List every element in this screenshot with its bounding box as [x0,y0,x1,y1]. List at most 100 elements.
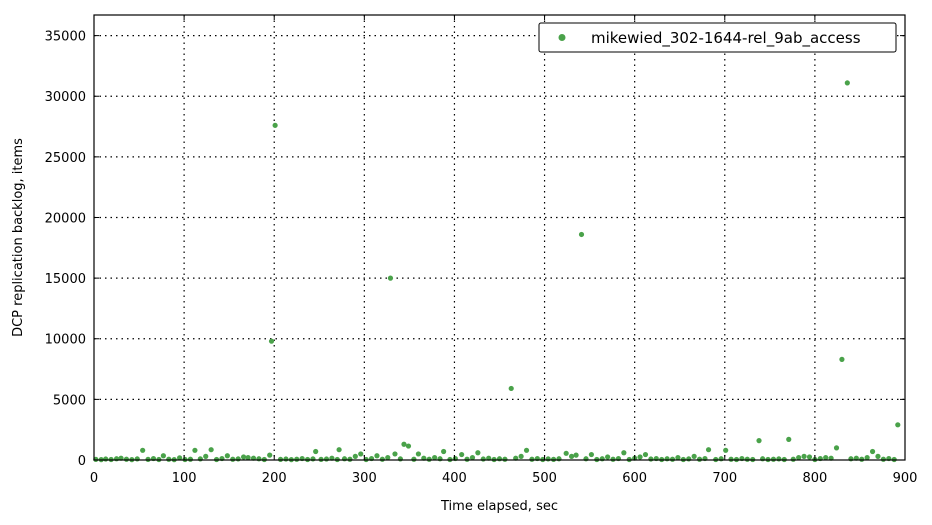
data-points [93,80,901,463]
x-tick-label: 700 [712,471,737,486]
data-point [833,445,840,451]
data-point [573,452,579,458]
data-point [437,456,443,462]
data-point [379,456,385,462]
data-point [160,453,166,459]
data-point [496,456,503,462]
data-point [869,448,876,455]
data-point [801,453,807,459]
data-point [696,456,703,462]
data-point [529,456,535,462]
legend-marker [558,34,566,41]
data-point [318,456,324,462]
data-point [859,456,865,462]
data-point [405,443,412,449]
x-tick-label: 600 [622,471,647,486]
data-point [240,454,247,460]
data-point [770,456,777,462]
data-point [392,451,398,457]
axis-ticks [93,15,906,461]
legend-entry-label: mikewied_302-1644-rel_9ab_access [591,29,861,48]
data-point [267,452,273,458]
data-point [756,437,762,444]
x-tick-label: 400 [442,471,467,486]
data-point [347,456,353,462]
y-tick-label: 5000 [53,393,86,408]
data-point [691,453,697,459]
data-point [385,454,391,461]
data-point [103,456,109,462]
data-point [397,456,403,462]
data-point [480,456,486,462]
x-tick-labels: 0 100 200 300 400 500 600 700 800 900 [90,471,918,486]
data-point [123,456,130,462]
data-point [568,453,575,459]
data-point [256,456,262,462]
data-point [723,447,729,453]
data-point [776,456,782,462]
x-tick-label: 100 [172,471,197,486]
data-point [806,454,813,460]
y-tick-label: 30000 [45,90,86,105]
data-point [235,456,241,462]
y-tick-label: 15000 [45,272,86,287]
data-point [605,454,611,460]
x-tick-label: 500 [532,471,557,486]
data-point [415,451,421,457]
data-point [556,456,562,462]
x-tick-label: 300 [352,471,377,486]
data-point [203,453,209,459]
data-point [669,456,676,462]
data-point [844,80,850,86]
data-point [864,454,870,461]
y-tick-label: 10000 [45,333,86,348]
data-point [599,456,605,462]
data-point [313,448,319,455]
data-point [848,456,854,462]
y-tick-label: 0 [78,454,86,469]
data-point [880,456,886,462]
data-point [187,456,194,462]
data-point [839,356,845,362]
data-point [283,456,289,462]
data-point [823,454,829,461]
data-point [352,453,358,459]
data-point [145,456,151,462]
y-axis-title: DCP replication backlog, items [11,138,26,337]
data-point [294,456,300,462]
data-point [588,451,595,458]
x-axis-title: Time elapsed, sec [440,499,558,514]
data-point [895,422,901,428]
data-point [744,456,750,462]
data-point [508,385,514,392]
data-point [583,456,589,462]
data-point [578,231,585,238]
data-point [469,454,476,461]
legend-box [538,22,897,53]
data-point [502,456,508,462]
data-point [786,436,792,442]
data-point [245,454,251,461]
data-point [401,441,407,447]
data-point [686,456,692,462]
y-tick-label: 20000 [45,211,86,226]
data-point [664,456,670,462]
data-point [475,450,481,456]
data-point [550,456,557,462]
x-tick-label: 800 [802,471,827,486]
data-point [113,456,120,462]
data-point [718,456,724,462]
data-point [192,447,198,453]
data-point [790,456,796,462]
y-tick-labels: 0 5000 10000 15000 20000 25000 30000 35000 [45,30,86,469]
data-point [523,447,530,453]
data-point [796,454,802,461]
grid-lines [94,15,905,460]
data-point [728,456,734,462]
data-point [563,450,569,456]
data-point [675,454,681,461]
legend: mikewied_302-1644-rel_9ab_access [538,22,897,53]
x-tick-label: 900 [893,471,918,486]
data-point [387,275,394,281]
